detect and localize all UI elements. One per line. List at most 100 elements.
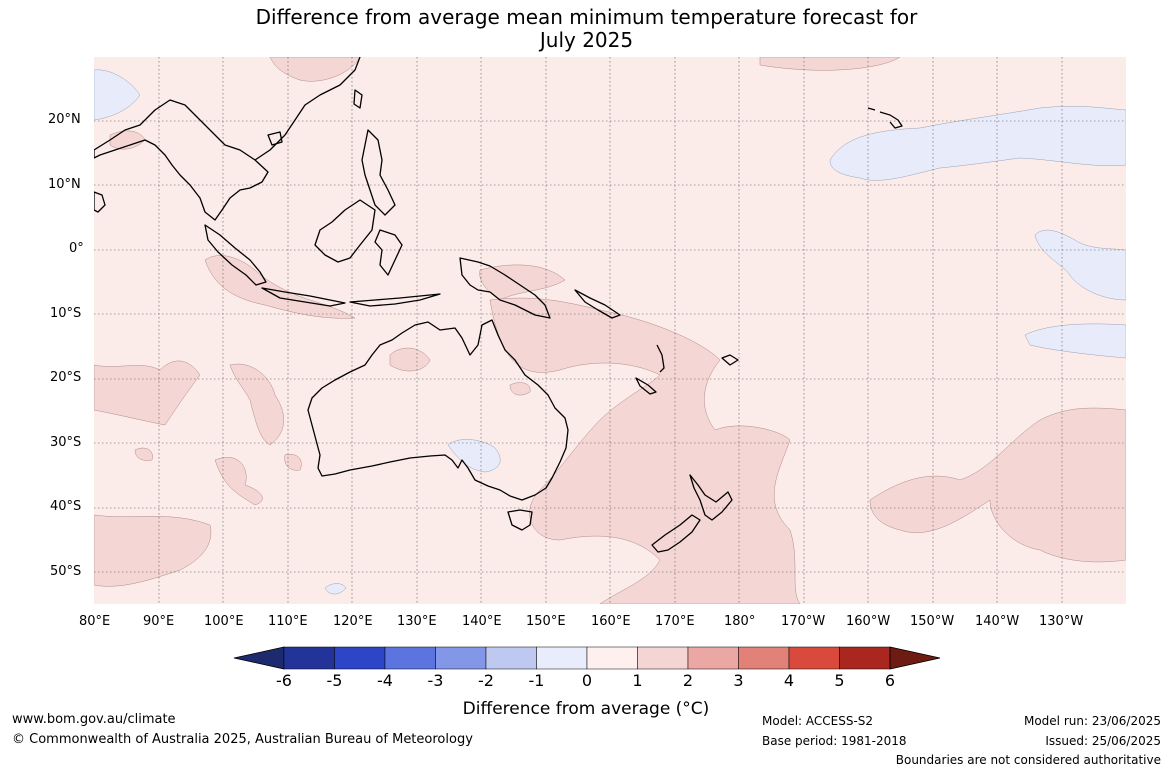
se-asia-coastline — [94, 99, 269, 221]
lon-label: 160°E — [591, 614, 631, 629]
colorbar-swatch — [536, 646, 588, 670]
new-caledonia-coastline — [635, 377, 657, 395]
anomaly-region-above — [229, 363, 284, 446]
colorbar-swatch — [637, 646, 689, 670]
sumatra-coastline — [204, 224, 267, 286]
australia-coastline — [307, 319, 569, 501]
anomaly-region-above — [479, 264, 566, 301]
colorbar-tick-label: -2 — [478, 671, 494, 690]
new-zealand-north-coastline — [689, 474, 733, 521]
footer-copyright: © Commonwealth of Australia 2025, Austra… — [12, 732, 473, 747]
vanuatu-coastline — [656, 344, 665, 373]
colorbar-tick-label: -4 — [377, 671, 393, 690]
anomaly-region-below — [1034, 229, 1126, 301]
lat-label: 10°S — [50, 306, 82, 321]
colorbar — [233, 646, 941, 670]
footer-issued: Issued: 25/06/2025 — [1045, 734, 1161, 748]
fiji-coastline — [721, 354, 739, 366]
china-coastline — [254, 57, 361, 161]
anomaly-region-above — [94, 360, 201, 426]
lesser-sunda-coastline — [349, 293, 441, 307]
anomaly-region-above — [284, 454, 302, 471]
borneo-coastline — [314, 199, 376, 263]
footer-boundaries: Boundaries are not considered authoritat… — [895, 753, 1161, 767]
colorbar-tick-label: 5 — [834, 671, 845, 690]
footer-base-period: Base period: 1981-2018 — [762, 734, 907, 748]
lon-label: 120°E — [333, 614, 373, 629]
lat-label: 20°N — [48, 112, 81, 127]
colorbar-tick-label: 4 — [783, 671, 795, 690]
lat-label: 10°N — [48, 177, 81, 192]
colorbar-swatch — [586, 646, 638, 670]
anomaly-region-above — [269, 57, 361, 82]
solomon-coastline — [574, 289, 621, 319]
hawaii-coastline — [867, 107, 903, 129]
sri-lanka-coastline — [94, 191, 106, 213]
lat-label: 30°S — [50, 435, 82, 450]
new-guinea-coastline — [459, 257, 551, 319]
lon-label: 100°E — [204, 614, 244, 629]
colorbar-swatch — [788, 646, 840, 670]
lat-label: 50°S — [50, 564, 82, 579]
colorbar-tick-label: 0 — [581, 671, 593, 690]
lon-label: 160°W — [846, 614, 891, 629]
anomaly-regions — [94, 57, 1126, 604]
footer-model: Model: ACCESS-S2 — [762, 714, 874, 728]
lon-label: 140°E — [462, 614, 502, 629]
anomaly-region-above — [94, 514, 212, 587]
colorbar-swatch — [839, 646, 891, 670]
colorbar-swatch — [384, 646, 436, 670]
anomaly-region-below — [1024, 323, 1126, 359]
colorbar-swatch — [283, 646, 335, 670]
lon-label: 140°W — [975, 614, 1020, 629]
lon-label: 170°E — [655, 614, 695, 629]
coastlines — [94, 57, 903, 553]
tasmania-coastline — [507, 509, 533, 531]
anomaly-region-above — [214, 457, 263, 506]
lat-label: 20°S — [50, 370, 82, 385]
anomaly-region-above — [759, 57, 901, 71]
anomaly-region-above — [869, 407, 1126, 563]
philippines-coastline — [361, 129, 396, 216]
colorbar-tick-label: -6 — [276, 671, 292, 690]
colorbar-label: Difference from average (°C) — [462, 699, 710, 719]
colorbar-tick-label: -3 — [427, 671, 444, 690]
colorbar-swatch — [435, 646, 487, 670]
colorbar-swatch — [738, 646, 790, 670]
colorbar-extend-low — [233, 646, 285, 670]
anomaly-region-above — [389, 347, 431, 372]
colorbar-tick-label: 2 — [682, 671, 694, 690]
lon-label: 180° — [724, 614, 756, 629]
map-title-line2: July 2025 — [539, 28, 634, 52]
colorbar-tick-label: 1 — [632, 671, 643, 690]
hainan-coastline — [267, 131, 283, 146]
colorbar-tick-label: 6 — [884, 671, 896, 690]
footer-model-run: Model run: 23/06/2025 — [1023, 714, 1161, 728]
anomaly-region-above — [489, 297, 801, 604]
anomaly-region-above — [509, 382, 531, 396]
lon-label: 110°E — [268, 614, 308, 629]
lon-label: 90°E — [143, 614, 175, 629]
anomaly-region-below — [324, 583, 347, 595]
taiwan-coastline — [353, 89, 363, 109]
colorbar-swatch — [334, 646, 386, 670]
anomaly-region-above — [204, 255, 356, 319]
lon-label: 130°E — [397, 614, 437, 629]
lon-label: 130°W — [1039, 614, 1084, 629]
colorbar-swatch — [485, 646, 537, 670]
anomaly-region-below — [94, 69, 141, 121]
colorbar-tick-label: -5 — [326, 671, 343, 690]
map-title-line1: Difference from average mean minimum tem… — [255, 5, 918, 29]
anomaly-region-above — [134, 447, 153, 461]
colorbar-tick-label: -1 — [528, 671, 545, 690]
lon-label: 150°E — [526, 614, 566, 629]
lon-label: 150°W — [910, 614, 955, 629]
java-coastline — [261, 287, 346, 307]
colorbar-tick-label: 3 — [733, 671, 744, 690]
new-zealand-south-coastline — [651, 514, 701, 553]
colorbar-extend-high — [889, 646, 941, 670]
lat-label: 0° — [69, 241, 84, 256]
lon-label: 170°W — [781, 614, 826, 629]
footer-url: www.bom.gov.au/climate — [12, 712, 176, 727]
